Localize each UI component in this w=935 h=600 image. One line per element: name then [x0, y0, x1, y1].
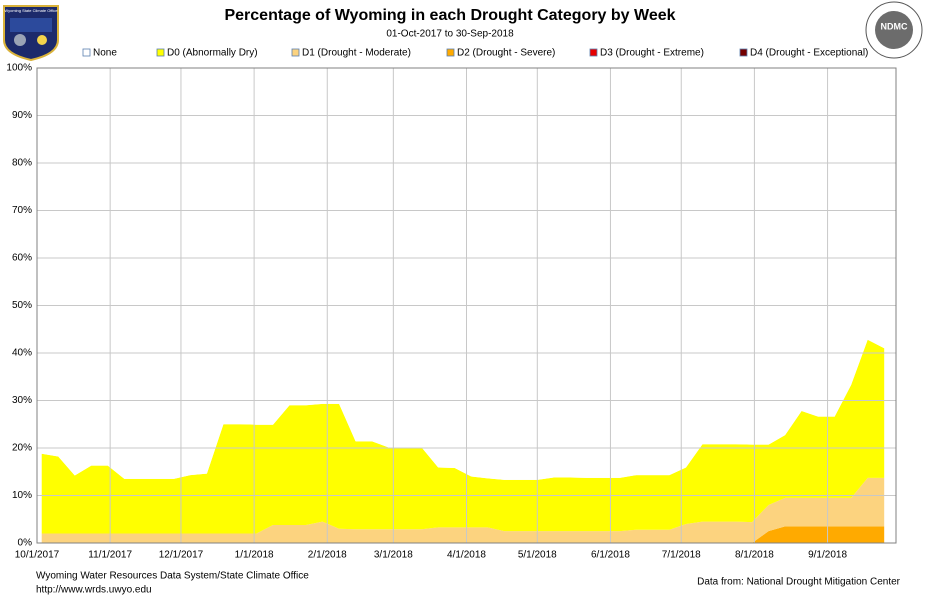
- area: [41, 68, 885, 480]
- legend-swatch: [156, 48, 165, 57]
- footer-text: Data from: National Drought Mitigation C…: [697, 577, 901, 588]
- plot-border: [36, 67, 897, 544]
- legend-label: None: [93, 48, 117, 59]
- x-tick-label: 4/1/2018: [447, 550, 486, 561]
- legend-swatch: [589, 48, 598, 57]
- x-tick-label: 6/1/2018: [591, 550, 630, 561]
- y-tick-label: 0%: [18, 538, 33, 549]
- y-tick-label: 30%: [12, 395, 32, 406]
- y-tick-label: 20%: [12, 443, 32, 454]
- y-tick-label: 50%: [12, 300, 32, 311]
- x-tick-label: 10/1/2017: [15, 550, 60, 561]
- logo-text: NDMC: [881, 21, 908, 31]
- y-tick-label: 10%: [12, 490, 32, 501]
- legend-label: D4 (Drought - Exceptional): [750, 48, 868, 59]
- footer-text: Wyoming Water Resources Data System/Stat…: [36, 571, 309, 582]
- area: [41, 339, 885, 534]
- y-tick-label: 60%: [12, 253, 32, 264]
- x-tick-label: 12/1/2017: [159, 550, 204, 561]
- legend-swatch: [291, 48, 300, 57]
- x-tick-label: 9/1/2018: [808, 550, 847, 561]
- y-tick-label: 70%: [12, 205, 32, 216]
- x-tick-label: 7/1/2018: [662, 550, 701, 561]
- chart-title: Percentage of Wyoming in each Drought Ca…: [224, 7, 675, 24]
- y-tick-label: 100%: [6, 63, 32, 74]
- x-tick-label: 11/1/2017: [88, 550, 132, 561]
- legend-label: D0 (Abnormally Dry): [167, 48, 258, 59]
- legend-label: D2 (Drought - Severe): [457, 48, 555, 59]
- x-tick-label: 1/1/2018: [235, 550, 274, 561]
- right-logo: NDMC: [865, 1, 923, 59]
- footer-text: http://www.wrds.uwyo.edu: [36, 585, 152, 596]
- x-tick-label: 8/1/2018: [735, 550, 774, 561]
- y-tick-label: 80%: [12, 158, 32, 169]
- y-tick-label: 40%: [12, 348, 32, 359]
- y-tick-label: 90%: [12, 110, 32, 121]
- legend-label: D3 (Drought - Extreme): [600, 48, 704, 59]
- area: [41, 477, 885, 543]
- x-tick-label: 2/1/2018: [308, 550, 347, 561]
- logo-text: Wyoming State Climate Office: [4, 8, 58, 13]
- legend-swatch: [82, 48, 91, 57]
- left-logo: Wyoming State Climate Office: [3, 5, 59, 62]
- area: [41, 526, 885, 543]
- legend-label: D1 (Drought - Moderate): [302, 48, 411, 59]
- chart-subtitle: 01-Oct-2017 to 30-Sep-2018: [386, 29, 514, 40]
- legend-swatch: [739, 48, 748, 57]
- x-tick-label: 3/1/2018: [374, 550, 413, 561]
- legend-swatch: [446, 48, 455, 57]
- x-tick-label: 5/1/2018: [518, 550, 557, 561]
